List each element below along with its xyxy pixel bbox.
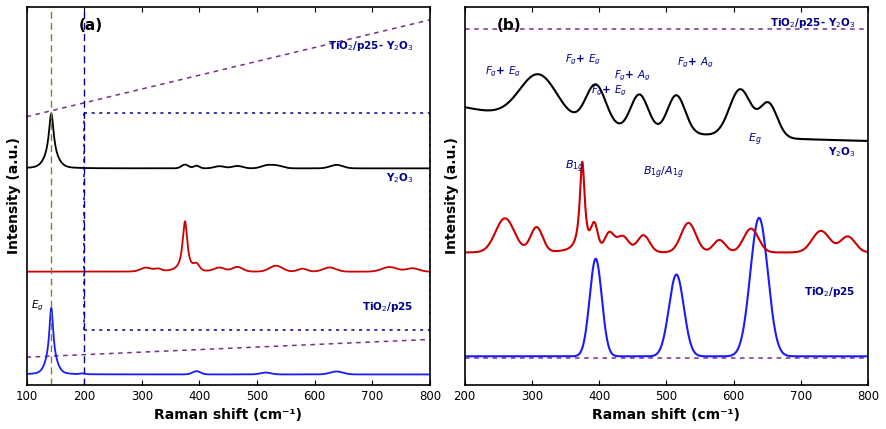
Text: $E_g$: $E_g$ — [748, 132, 762, 148]
Text: (a): (a) — [79, 18, 103, 33]
Y-axis label: Intensity (a.u.): Intensity (a.u.) — [445, 137, 459, 254]
Text: $F_g$+ $A_g$: $F_g$+ $A_g$ — [614, 68, 651, 82]
Text: Y$_2$O$_3$: Y$_2$O$_3$ — [828, 145, 856, 159]
Text: $E_g$: $E_g$ — [31, 299, 44, 314]
Text: $B_{1g}/A_{1g}$: $B_{1g}/A_{1g}$ — [643, 165, 684, 181]
Text: $F_g$+ $E_g$: $F_g$+ $E_g$ — [565, 52, 601, 67]
Text: Y$_2$O$_3$: Y$_2$O$_3$ — [386, 171, 414, 185]
X-axis label: Raman shift (cm⁻¹): Raman shift (cm⁻¹) — [154, 408, 302, 422]
Text: (b): (b) — [497, 18, 522, 33]
Text: TiO$_2$/p25: TiO$_2$/p25 — [804, 284, 856, 299]
Text: $B_{1g}$: $B_{1g}$ — [564, 158, 584, 175]
Text: $F_g$+ $A_g$: $F_g$+ $A_g$ — [677, 56, 713, 70]
Y-axis label: Intensity (a.u.): Intensity (a.u.) — [7, 137, 21, 254]
X-axis label: Raman shift (cm⁻¹): Raman shift (cm⁻¹) — [593, 408, 741, 422]
Text: TiO$_2$/p25- Y$_2$O$_3$: TiO$_2$/p25- Y$_2$O$_3$ — [770, 16, 856, 30]
Text: TiO$_2$/p25- Y$_2$O$_3$: TiO$_2$/p25- Y$_2$O$_3$ — [328, 39, 414, 53]
Text: $F_g$+ $E_g$: $F_g$+ $E_g$ — [485, 65, 521, 79]
Text: $F_g$+ $E_g$: $F_g$+ $E_g$ — [591, 84, 627, 98]
Text: TiO$_2$/p25: TiO$_2$/p25 — [362, 300, 414, 314]
